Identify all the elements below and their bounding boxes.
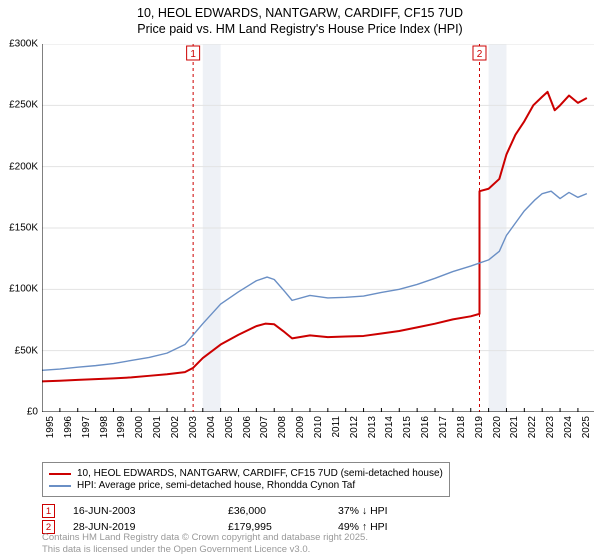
title-address: 10, HEOL EDWARDS, NANTGARW, CARDIFF, CF1…: [0, 6, 600, 20]
event-pct: 49% ↑ HPI: [338, 521, 428, 533]
event-date: 16-JUN-2003: [73, 505, 228, 517]
x-tick-label: 1996: [63, 416, 74, 438]
x-tick-label: 1999: [116, 416, 127, 438]
x-tick-label: 2012: [349, 416, 360, 438]
y-tick-label: £0: [27, 407, 38, 418]
x-tick-label: 2009: [295, 416, 306, 438]
x-tick-label: 2024: [563, 416, 574, 438]
x-tick-label: 2001: [152, 416, 163, 438]
x-tick-label: 2025: [581, 416, 592, 438]
x-tick-label: 2000: [134, 416, 145, 438]
x-tick-label: 2010: [313, 416, 324, 438]
x-tick-label: 2005: [224, 416, 235, 438]
x-tick-label: 2007: [259, 416, 270, 438]
x-tick-label: 1997: [81, 416, 92, 438]
legend-label: 10, HEOL EDWARDS, NANTGARW, CARDIFF, CF1…: [77, 468, 443, 479]
x-tick-label: 2008: [277, 416, 288, 438]
x-tick-label: 2023: [545, 416, 556, 438]
x-tick-label: 2021: [509, 416, 520, 438]
y-tick-label: £150K: [9, 223, 38, 234]
credits-line2: This data is licensed under the Open Gov…: [42, 544, 368, 556]
legend: 10, HEOL EDWARDS, NANTGARW, CARDIFF, CF1…: [42, 462, 450, 497]
legend-item: HPI: Average price, semi-detached house,…: [49, 480, 443, 491]
x-tick-label: 2022: [527, 416, 538, 438]
y-tick-label: £100K: [9, 284, 38, 295]
x-tick-label: 2002: [170, 416, 181, 438]
legend-item: 10, HEOL EDWARDS, NANTGARW, CARDIFF, CF1…: [49, 468, 443, 479]
chart-svg: 12: [42, 44, 594, 412]
x-tick-label: 2015: [402, 416, 413, 438]
y-tick-label: £50K: [15, 345, 38, 356]
plot-area: 12: [42, 44, 594, 412]
y-tick-label: £250K: [9, 100, 38, 111]
chart-title: 10, HEOL EDWARDS, NANTGARW, CARDIFF, CF1…: [0, 0, 600, 36]
events-table: 116-JUN-2003£36,00037% ↓ HPI228-JUN-2019…: [42, 502, 428, 536]
legend-swatch: [49, 473, 71, 475]
x-tick-label: 2004: [206, 416, 217, 438]
legend-swatch: [49, 485, 71, 487]
svg-text:2: 2: [477, 49, 483, 60]
x-tick-label: 1995: [45, 416, 56, 438]
x-tick-label: 2013: [367, 416, 378, 438]
x-tick-label: 2019: [474, 416, 485, 438]
event-marker-icon: 1: [42, 504, 55, 518]
x-tick-label: 2018: [456, 416, 467, 438]
x-tick-label: 2020: [492, 416, 503, 438]
credits: Contains HM Land Registry data © Crown c…: [42, 532, 368, 556]
event-pct: 37% ↓ HPI: [338, 505, 428, 517]
x-tick-label: 2016: [420, 416, 431, 438]
svg-text:1: 1: [190, 49, 196, 60]
event-price: £179,995: [228, 521, 338, 533]
legend-label: HPI: Average price, semi-detached house,…: [77, 480, 355, 491]
y-tick-label: £200K: [9, 161, 38, 172]
event-price: £36,000: [228, 505, 338, 517]
x-axis: 1995 1996 1997 1998 1999 2000 2001 2002 2003 2004…: [42, 414, 594, 454]
credits-line1: Contains HM Land Registry data © Crown c…: [42, 532, 368, 544]
x-tick-label: 2003: [188, 416, 199, 438]
y-axis: £0£50K£100K£150K£200K£250K£300K: [0, 44, 40, 412]
x-tick-label: 2014: [384, 416, 395, 438]
title-subtitle: Price paid vs. HM Land Registry's House …: [0, 22, 600, 36]
event-date: 28-JUN-2019: [73, 521, 228, 533]
x-tick-label: 2011: [331, 416, 342, 438]
event-row: 1 16-JUN-2003£36,00037% ↓ HPI: [42, 504, 428, 518]
y-tick-label: £300K: [9, 39, 38, 50]
x-tick-label: 2006: [242, 416, 253, 438]
x-tick-label: 1998: [99, 416, 110, 438]
chart-container: 10, HEOL EDWARDS, NANTGARW, CARDIFF, CF1…: [0, 0, 600, 560]
x-tick-label: 2017: [438, 416, 449, 438]
